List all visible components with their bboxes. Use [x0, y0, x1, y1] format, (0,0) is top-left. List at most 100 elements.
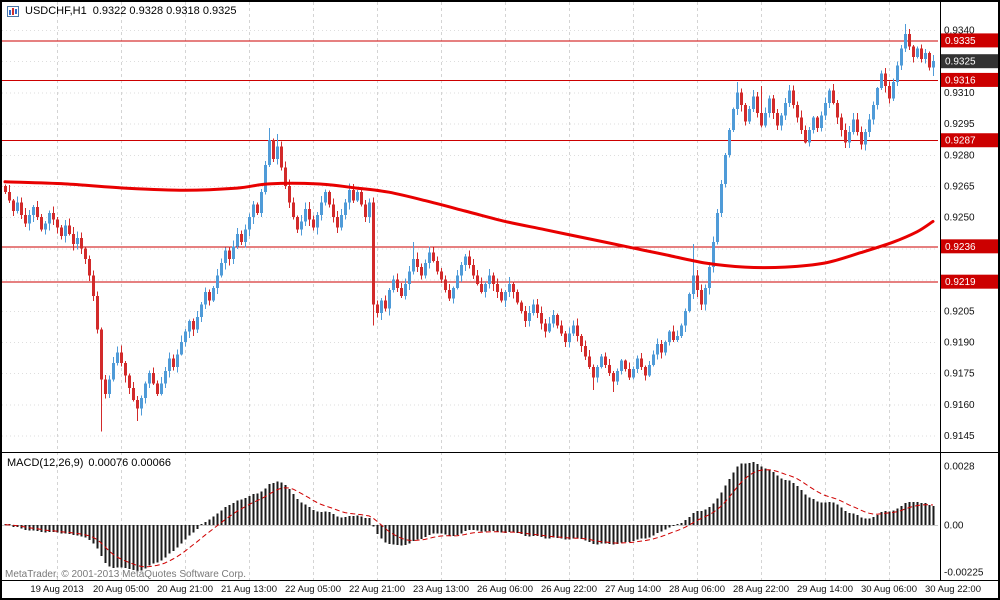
- candle: [504, 292, 507, 301]
- svg-text:0.9325: 0.9325: [945, 57, 976, 68]
- candle: [604, 356, 607, 365]
- candle: [608, 364, 611, 374]
- svg-text:0.9205: 0.9205: [944, 306, 975, 317]
- candle: [368, 202, 371, 218]
- candle: [224, 250, 227, 263]
- candle: [32, 206, 35, 216]
- candle: [460, 265, 463, 276]
- candle: [820, 115, 823, 128]
- candle: [912, 46, 915, 58]
- time-label: 29 Aug 14:00: [797, 584, 853, 595]
- candle: [408, 271, 411, 284]
- candle: [792, 90, 795, 105]
- svg-text:0.9250: 0.9250: [944, 213, 975, 224]
- candle: [440, 271, 443, 280]
- candle: [656, 344, 659, 355]
- svg-text:0.9335: 0.9335: [945, 36, 976, 47]
- candle: [480, 283, 483, 293]
- candle: [916, 48, 919, 58]
- candle: [676, 335, 679, 340]
- candle: [464, 256, 467, 266]
- candle: [300, 221, 303, 230]
- time-label: 30 Aug 06:00: [861, 584, 917, 595]
- candle: [736, 92, 739, 110]
- candle: [384, 300, 387, 309]
- candle: [284, 167, 287, 186]
- candle: [496, 283, 499, 293]
- svg-text:0.0028: 0.0028: [944, 462, 975, 473]
- candle: [548, 323, 551, 332]
- candle: [744, 104, 747, 122]
- candle: [28, 215, 31, 224]
- svg-text:0.9236: 0.9236: [945, 242, 976, 253]
- candle: [932, 61, 935, 68]
- macd-axis[interactable]: 0.0028 0.00 -0.00225: [944, 462, 984, 579]
- svg-text:0.9316: 0.9316: [945, 75, 976, 86]
- candle: [260, 192, 263, 214]
- candle: [456, 275, 459, 288]
- candle: [164, 371, 167, 384]
- candle: [436, 260, 439, 272]
- candle: [892, 82, 895, 99]
- candle: [256, 204, 259, 214]
- candle: [600, 356, 603, 367]
- candle: [668, 331, 671, 342]
- candle: [848, 131, 851, 143]
- candle: [516, 292, 519, 303]
- candle: [584, 346, 587, 357]
- level-price-tag: [941, 239, 998, 254]
- candle: [572, 325, 575, 334]
- moving-average-line[interactable]: [3, 180, 935, 270]
- candle: [104, 379, 107, 394]
- candle: [468, 256, 471, 266]
- candle: [160, 383, 163, 394]
- candle: [640, 358, 643, 367]
- candle: [316, 215, 319, 228]
- candle: [204, 292, 207, 305]
- candle: [824, 102, 827, 116]
- level-price-tag: [941, 33, 998, 48]
- candle: [320, 202, 323, 216]
- svg-text:0.9219: 0.9219: [945, 277, 976, 288]
- candle: [784, 102, 787, 116]
- candle: [176, 354, 179, 367]
- candle: [476, 275, 479, 284]
- time-axis[interactable]: 19 Aug 2013 20 Aug 05:00 20 Aug 21:00 21 Au…: [30, 584, 981, 595]
- candle: [292, 202, 295, 218]
- candle: [244, 229, 247, 243]
- candle: [52, 213, 55, 220]
- candle: [776, 113, 779, 126]
- candle: [928, 52, 931, 68]
- candle: [216, 275, 219, 288]
- candle: [908, 34, 911, 47]
- level-price-tag: [941, 72, 998, 87]
- candle: [180, 342, 183, 355]
- candle: [188, 321, 191, 332]
- svg-text:0.9265: 0.9265: [944, 182, 975, 193]
- candle: [888, 86, 891, 99]
- candle: [804, 129, 807, 143]
- candle: [684, 310, 687, 326]
- candle: [296, 217, 299, 230]
- candle: [8, 192, 11, 201]
- svg-text:0.9190: 0.9190: [944, 338, 975, 349]
- svg-text:0.9310: 0.9310: [944, 88, 975, 99]
- time-label: 21 Aug 13:00: [221, 584, 277, 595]
- level-price-tag: [941, 133, 998, 148]
- candle: [864, 131, 867, 145]
- candle: [568, 333, 571, 342]
- level-lines[interactable]: [2, 40, 938, 283]
- price-axis[interactable]: 0.9340 0.9310 0.9295 0.9280 0.9265 0.9250 0.92…: [944, 26, 975, 443]
- svg-text:0.9340: 0.9340: [944, 26, 975, 37]
- candle: [268, 140, 271, 166]
- candle: [752, 96, 755, 110]
- candle: [808, 129, 811, 143]
- candle: [900, 48, 903, 66]
- time-label: 28 Aug 06:00: [669, 584, 725, 595]
- candle: [520, 302, 523, 311]
- candle: [624, 360, 627, 370]
- candle: [96, 296, 99, 330]
